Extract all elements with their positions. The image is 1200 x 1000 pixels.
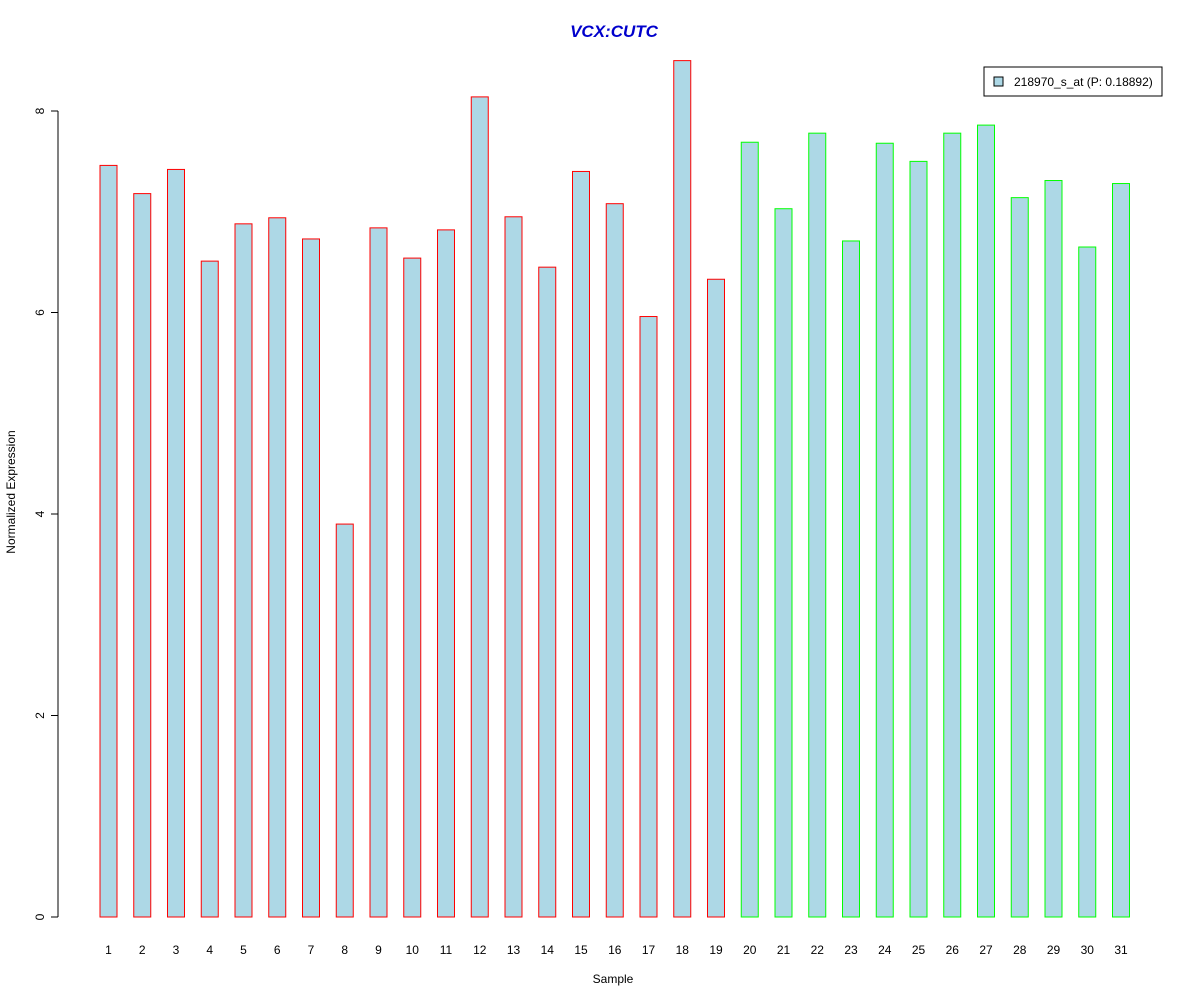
bar-sample-18	[673, 60, 692, 918]
legend-swatch	[993, 76, 1004, 87]
bar-sample-3	[167, 168, 185, 918]
x-tick-label: 14	[541, 943, 555, 957]
bar-sample-16	[605, 203, 624, 918]
legend-label: 218970_s_at (P: 0.18892)	[1014, 75, 1153, 89]
x-tick-label: 7	[308, 943, 315, 957]
x-tick-label: 21	[777, 943, 791, 957]
bar-sample-11	[437, 229, 455, 918]
x-axis-title: Sample	[593, 972, 634, 986]
bar-sample-2	[133, 193, 152, 918]
x-tick-label: 8	[341, 943, 348, 957]
x-tick-label: 24	[878, 943, 892, 957]
y-axis: 0 2 4 6 8	[33, 107, 59, 920]
bar-sample-12	[470, 96, 489, 918]
x-tick-label: 27	[979, 943, 993, 957]
x-tick-label: 11	[440, 943, 453, 957]
bar-sample-8	[335, 523, 354, 918]
bar-sample-4	[200, 260, 219, 918]
x-tick-label: 25	[912, 943, 926, 957]
bar-sample-5	[234, 223, 253, 918]
chart-title: VCX:CUTC	[570, 22, 659, 41]
x-tick-labels: 1 2 3 4 5 6 7 8 9 10 11 12 13 14 15 16 17 18 19 20 21 22 23 24 2…	[105, 943, 1128, 957]
y-tick-label: 8	[33, 107, 47, 114]
bar-sample-6	[268, 217, 287, 918]
x-tick-label: 16	[608, 943, 622, 957]
x-tick-label: 30	[1081, 943, 1095, 957]
x-tick-label: 22	[811, 943, 825, 957]
bars	[99, 60, 1130, 918]
x-tick-label: 28	[1013, 943, 1027, 957]
x-tick-label: 9	[375, 943, 382, 957]
x-tick-label: 3	[173, 943, 180, 957]
y-tick-label: 6	[33, 309, 47, 316]
bar-sample-15	[572, 170, 590, 918]
bar-sample-17	[639, 316, 658, 918]
bar-sample-9	[369, 227, 388, 918]
bar-sample-14	[538, 266, 557, 918]
legend-box	[983, 66, 1163, 97]
x-tick-label: 1	[105, 943, 112, 957]
x-tick-label: 23	[844, 943, 858, 957]
bar-sample-23	[842, 240, 860, 918]
x-tick-label: 26	[946, 943, 960, 957]
x-tick-label: 31	[1114, 943, 1128, 957]
bar-sample-28	[1010, 197, 1029, 918]
y-tick-label: 0	[33, 913, 47, 920]
bar-sample-7	[302, 238, 320, 918]
bar-sample-31	[1112, 183, 1130, 918]
x-tick-label: 6	[274, 943, 281, 957]
bar-sample-24	[875, 142, 894, 918]
bar-sample-25	[909, 160, 928, 918]
y-tick-label: 4	[33, 510, 47, 517]
x-tick-label: 18	[676, 943, 690, 957]
x-tick-label: 19	[709, 943, 723, 957]
bar-sample-26	[943, 132, 962, 918]
x-tick-label: 2	[139, 943, 146, 957]
bar-sample-21	[774, 208, 793, 918]
bar-sample-19	[707, 278, 725, 918]
x-tick-label: 4	[206, 943, 213, 957]
bar-sample-30	[1078, 246, 1097, 918]
bar-sample-1	[99, 164, 118, 918]
x-tick-label: 29	[1047, 943, 1061, 957]
x-tick-label: 10	[406, 943, 420, 957]
y-tick-label: 2	[33, 712, 47, 719]
x-tick-label: 13	[507, 943, 521, 957]
bar-sample-10	[403, 257, 422, 918]
bar-sample-29	[1044, 180, 1063, 918]
x-tick-label: 15	[574, 943, 588, 957]
x-tick-label: 12	[473, 943, 487, 957]
x-tick-label: 5	[240, 943, 247, 957]
bar-sample-27	[977, 124, 995, 918]
x-tick-label: 20	[743, 943, 757, 957]
x-tick-label: 17	[642, 943, 656, 957]
bar-sample-20	[740, 141, 759, 918]
legend: 218970_s_at (P: 0.18892)	[983, 66, 1163, 97]
bar-sample-22	[808, 132, 827, 918]
y-axis-title: Normalized Expression	[4, 430, 18, 553]
bar-sample-13	[504, 216, 523, 918]
